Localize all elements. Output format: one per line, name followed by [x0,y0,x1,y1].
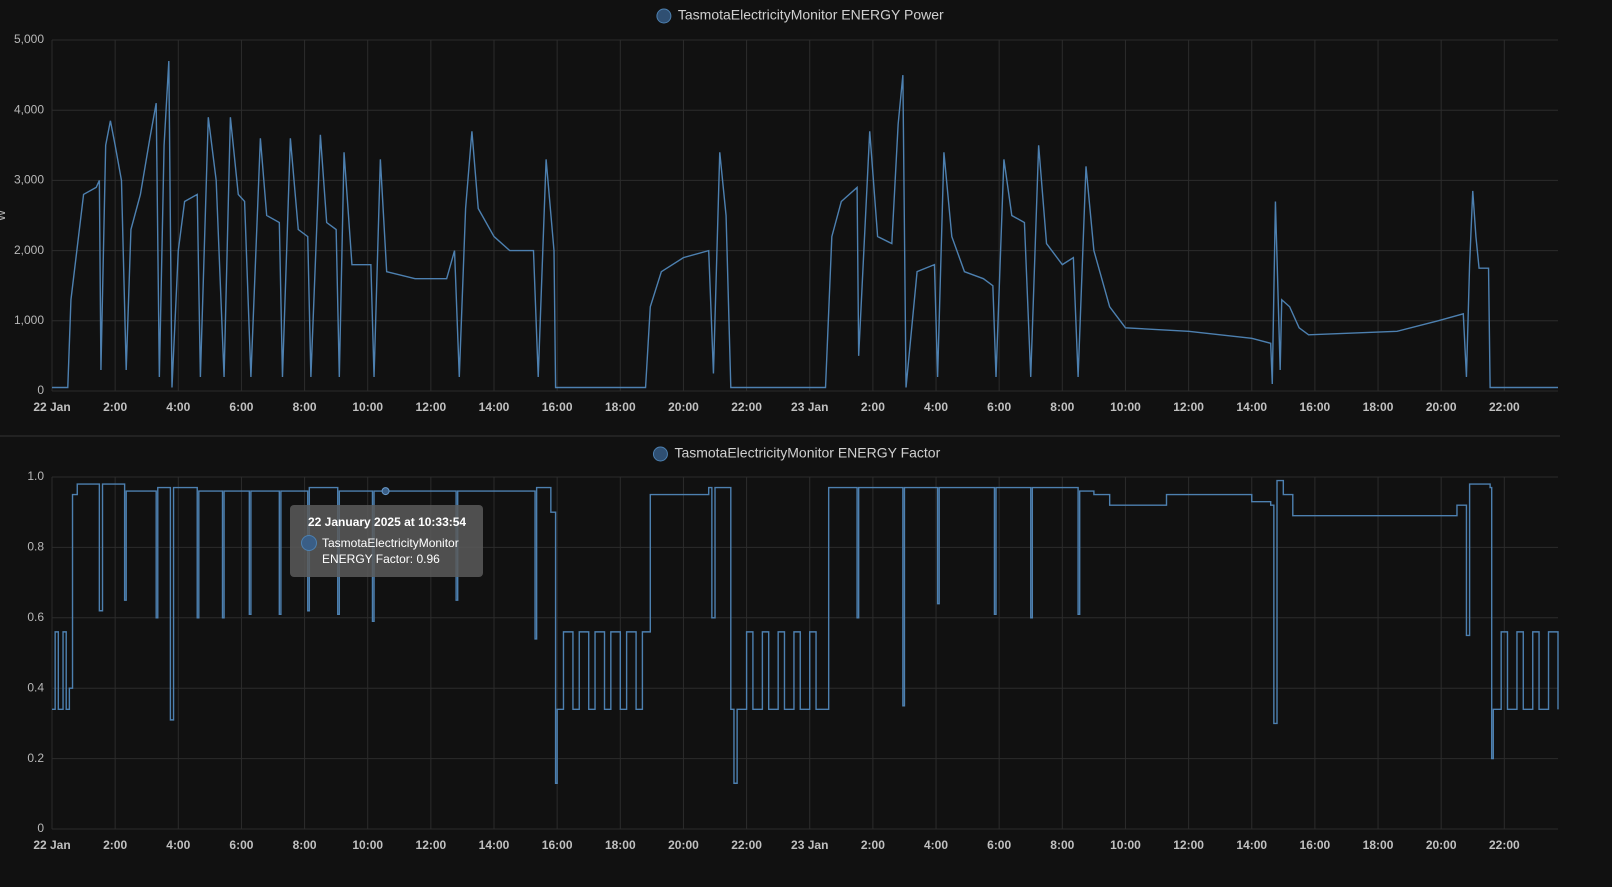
x-tick-label: 4:00 [924,838,948,852]
x-tick-label: 22 Jan [33,400,70,414]
series-line [52,479,1559,784]
x-tick-label: 18:00 [605,838,636,852]
y-tick-label: 3,000 [14,173,44,187]
tooltip: 22 January 2025 at 10:33:54 TasmotaElect… [290,505,483,577]
x-tick-label: 22:00 [1489,400,1520,414]
x-tick-label: 8:00 [293,838,317,852]
x-tick-label: 8:00 [293,400,317,414]
x-tick-label: 14:00 [1236,400,1267,414]
legend-label: TasmotaElectricityMonitor ENERGY Power [678,7,944,23]
x-tick-label: 12:00 [1173,400,1204,414]
x-tick-label: 10:00 [1110,400,1141,414]
x-tick-label: 20:00 [1426,838,1457,852]
tooltip-line: TasmotaElectricityMonitor [322,536,459,550]
x-tick-label: 6:00 [987,400,1011,414]
y-tick-label: 1,000 [14,313,44,327]
legend-label: TasmotaElectricityMonitor ENERGY Factor [674,445,940,461]
x-tick-label: 4:00 [924,400,948,414]
x-tick-label: 22:00 [731,400,762,414]
x-tick-label: 16:00 [1300,400,1331,414]
y-tick-label: 0 [37,383,44,397]
tooltip-title: 22 January 2025 at 10:33:54 [308,515,467,529]
hover-point [381,487,390,496]
y-tick-label: 4,000 [14,102,44,116]
y-tick-label: 0.2 [27,751,44,765]
x-tick-label: 12:00 [416,838,447,852]
tooltip-swatch [301,535,317,551]
x-tick-label: 4:00 [166,838,190,852]
x-tick-label: 16:00 [542,838,573,852]
x-tick-label: 8:00 [1050,838,1074,852]
x-tick-label: 20:00 [668,838,699,852]
y-tick-label: 0 [37,821,44,835]
x-tick-label: 2:00 [103,838,127,852]
x-tick-label: 8:00 [1050,400,1074,414]
tooltip-line: ENERGY Factor: 0.96 [322,552,440,566]
x-tick-label: 18:00 [605,400,636,414]
x-tick-label: 12:00 [416,400,447,414]
y-tick-label: 0.4 [27,680,44,694]
x-tick-label: 14:00 [1236,838,1267,852]
x-tick-label: 18:00 [1363,838,1394,852]
x-tick-label: 2:00 [861,838,885,852]
x-tick-label: 6:00 [229,838,253,852]
y-axis-label: W [0,209,8,221]
x-tick-label: 22:00 [1489,838,1520,852]
x-tick-label: 20:00 [668,400,699,414]
y-tick-label: 5,000 [14,32,44,46]
x-tick-label: 14:00 [479,400,510,414]
x-tick-label: 14:00 [479,838,510,852]
y-tick-label: 0.6 [27,610,44,624]
x-tick-label: 12:00 [1173,838,1204,852]
x-tick-label: 16:00 [542,400,573,414]
series-line [52,61,1558,389]
x-tick-label: 4:00 [166,400,190,414]
x-tick-label: 10:00 [1110,838,1141,852]
legend-swatch [656,8,672,24]
y-tick-label: 2,000 [14,243,44,257]
x-tick-label: 6:00 [987,838,1011,852]
legend-swatch [652,446,668,462]
x-tick-label: 20:00 [1426,400,1457,414]
x-tick-label: 22:00 [731,838,762,852]
x-tick-label: 2:00 [103,400,127,414]
x-tick-label: 2:00 [861,400,885,414]
x-tick-label: 23 Jan [791,838,828,852]
x-tick-label: 18:00 [1363,400,1394,414]
x-tick-label: 10:00 [352,838,383,852]
x-tick-label: 6:00 [229,400,253,414]
y-tick-label: 1.0 [27,469,44,483]
x-tick-label: 23 Jan [791,400,828,414]
x-tick-label: 16:00 [1300,838,1331,852]
x-tick-label: 22 Jan [33,838,70,852]
y-tick-label: 0.8 [27,540,44,554]
x-tick-label: 10:00 [352,400,383,414]
